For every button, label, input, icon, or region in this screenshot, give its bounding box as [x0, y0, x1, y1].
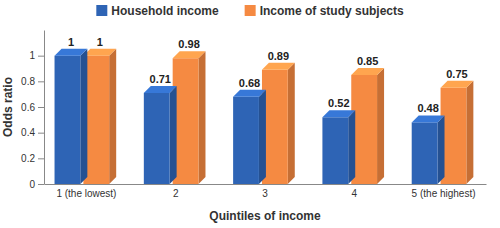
x-axis-title: Quintiles of income: [209, 209, 321, 223]
bar-top: [351, 68, 384, 75]
data-label: 1: [68, 36, 74, 48]
legend-label: Income of study subjects: [260, 4, 404, 18]
x-tick-label: 4: [352, 188, 358, 199]
y-tick-label: 0.2: [21, 153, 35, 164]
bar: [233, 97, 259, 184]
bar-top: [412, 115, 445, 122]
y-tick-label: 0.4: [21, 127, 35, 138]
legend-item: Income of study subjects: [245, 4, 404, 18]
y-tick: 0.4: [21, 127, 44, 138]
bar-top: [173, 51, 206, 58]
bar-side: [466, 81, 473, 184]
y-tick-label: 0.8: [21, 76, 35, 87]
y-axis-line: [44, 31, 45, 185]
x-tick-label: 3: [262, 188, 268, 199]
bar: [55, 56, 81, 184]
legend: Household income Income of study subjects: [96, 4, 404, 18]
bar-top: [83, 49, 116, 56]
chart: 0 0.2 0.4 0.6 0.8 1 1 (the lowest) 2 3 4 5 (the hi…: [0, 0, 500, 228]
bar-top: [262, 63, 295, 70]
legend-item: Household income: [96, 4, 219, 18]
x-tick: 3: [262, 188, 268, 199]
legend-swatch: [245, 5, 256, 16]
bar: [412, 122, 438, 184]
x-tick: 5 (the highest): [412, 188, 476, 199]
bars: [55, 49, 474, 184]
y-tick: 0: [29, 179, 44, 190]
x-tick: 4: [352, 188, 358, 199]
y-tick-label: 0: [29, 179, 35, 190]
x-tick: 1 (the lowest): [56, 188, 116, 199]
x-axis: 1 (the lowest) 2 3 4 5 (the highest): [45, 185, 487, 200]
data-label: 0.98: [178, 38, 199, 50]
y-tick: 0.8: [21, 76, 44, 87]
y-tick-mark: [38, 81, 44, 82]
x-tick: 2: [173, 188, 179, 199]
bar: [144, 93, 170, 184]
y-tick-mark: [38, 158, 44, 159]
bar-side: [288, 63, 295, 184]
data-label: 0.71: [150, 73, 171, 85]
data-label: 0.89: [268, 50, 289, 62]
bar-top: [55, 49, 88, 56]
y-tick-mark: [38, 56, 44, 57]
y-tick: 1: [29, 50, 44, 61]
x-axis-line: [45, 184, 487, 185]
bar-side: [438, 115, 445, 184]
bar-top: [441, 81, 474, 88]
bar-side: [377, 68, 384, 184]
y-axis: 0 0.2 0.4 0.6 0.8 1: [21, 31, 44, 190]
bar-side: [198, 51, 205, 184]
legend-label: Household income: [111, 4, 219, 18]
bar-side: [109, 49, 116, 184]
y-axis-title: Odds ratio: [1, 77, 15, 137]
plot: 0 0.2 0.4 0.6 0.8 1 1 (the lowest) 2 3 4 5 (the hi…: [21, 31, 486, 200]
data-label: 0.48: [417, 102, 438, 114]
y-tick-label: 1: [29, 50, 35, 61]
bar-side: [170, 86, 177, 184]
bar: [322, 117, 348, 184]
legend-swatch: [96, 5, 107, 16]
y-tick: 0.2: [21, 153, 44, 164]
data-labels: 1 0.71 0.68 0.52 0.48 1 0.98 0.89 0.85 0.75: [68, 36, 468, 115]
bar-top: [322, 110, 355, 117]
series-bars: [83, 49, 473, 184]
bar-top: [144, 86, 177, 93]
x-tick-label: 2: [173, 188, 179, 199]
y-tick-label: 0.6: [21, 102, 35, 113]
x-tick-label: 1 (the lowest): [56, 188, 116, 199]
data-label: 0.85: [357, 55, 378, 67]
data-label: 1: [97, 36, 103, 48]
bar-side: [348, 110, 355, 184]
series-bars: [55, 49, 445, 184]
data-label: 0.75: [446, 68, 467, 80]
y-tick-mark: [38, 133, 44, 134]
bar-side: [259, 90, 266, 184]
y-tick-mark: [38, 184, 44, 185]
x-tick-label: 5 (the highest): [412, 188, 476, 199]
bar-side: [80, 49, 87, 184]
data-label: 0.52: [328, 97, 349, 109]
y-tick: 0.6: [21, 102, 44, 113]
data-label: 0.68: [239, 77, 260, 89]
y-tick-mark: [38, 107, 44, 108]
bar-top: [233, 90, 266, 97]
